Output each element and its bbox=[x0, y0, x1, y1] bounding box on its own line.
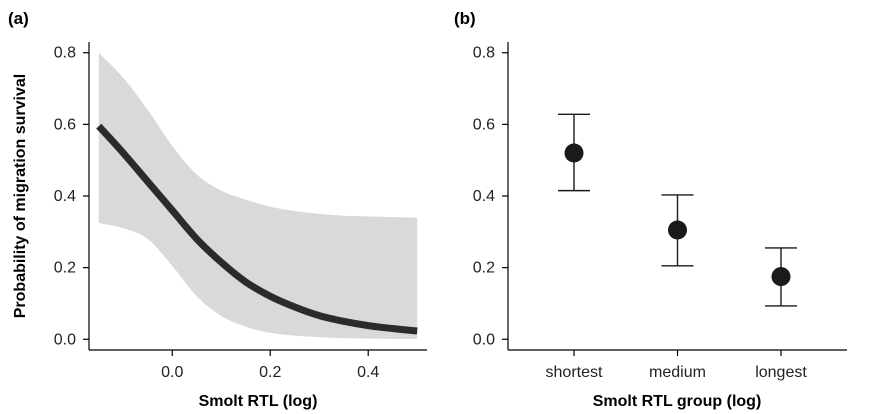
data-point bbox=[668, 220, 687, 240]
y-tick-label: 0.4 bbox=[54, 188, 76, 205]
data-point bbox=[564, 143, 584, 163]
panel-a-y-ticks: 0.0 0.2 0.4 0.6 0.8 bbox=[54, 45, 89, 348]
panel-a-label: (a) bbox=[8, 9, 29, 28]
y-tick-label: 0.2 bbox=[473, 260, 495, 277]
y-tick-label: 0.6 bbox=[473, 116, 495, 133]
y-tick-label: 0.0 bbox=[54, 331, 76, 348]
y-tick-label: 0.6 bbox=[54, 116, 76, 133]
panel-b-error-bars bbox=[558, 113, 797, 307]
panel-b-y-ticks: 0.0 0.2 0.4 0.6 0.8 bbox=[473, 45, 508, 348]
panel-a-x-axis-title: Smolt RTL (log) bbox=[199, 393, 318, 410]
x-tick-label: 0.2 bbox=[259, 364, 281, 381]
panel-b-points bbox=[564, 143, 791, 287]
y-tick-label: 0.8 bbox=[473, 45, 495, 62]
x-tick-label: shortest bbox=[546, 364, 603, 381]
panel-b-x-axis-title: Smolt RTL group (log) bbox=[593, 393, 762, 410]
y-tick-label: 0.0 bbox=[473, 331, 495, 348]
panel-b-x-ticks: shortest medium longest bbox=[546, 350, 807, 381]
fitted-curve bbox=[96, 123, 418, 335]
panel-a: (a) 0.0 0.2 0.4 0.6 0.8 0.0 0.2 0.4 Smolt RTL … bbox=[8, 9, 427, 410]
x-tick-label: medium bbox=[649, 364, 706, 381]
y-tick-label: 0.2 bbox=[54, 260, 76, 277]
panel-a-x-ticks: 0.0 0.2 0.4 bbox=[161, 350, 379, 381]
x-tick-label: 0.4 bbox=[357, 364, 379, 381]
x-tick-label: 0.0 bbox=[161, 364, 183, 381]
x-tick-label: longest bbox=[755, 364, 807, 381]
panel-b-label: (b) bbox=[454, 9, 476, 28]
y-tick-label: 0.8 bbox=[54, 45, 76, 62]
confidence-band bbox=[98, 52, 418, 339]
y-tick-label: 0.4 bbox=[473, 188, 495, 205]
panel-a-y-axis-title: Probability of migration survival bbox=[12, 74, 29, 319]
data-point bbox=[771, 267, 791, 287]
panel-b: (b) 0.0 0.2 0.4 0.6 0.8 shortest medium longes… bbox=[454, 9, 847, 410]
